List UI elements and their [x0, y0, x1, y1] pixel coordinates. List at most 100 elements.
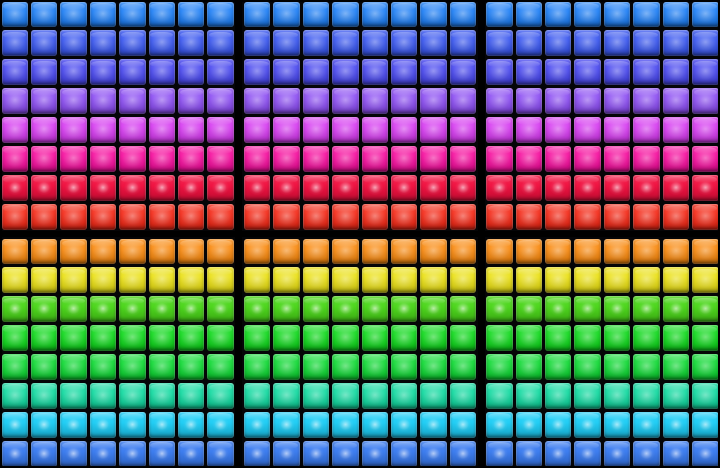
led-pad[interactable]	[332, 354, 359, 380]
led-pad[interactable]	[692, 440, 719, 467]
led-pad[interactable]	[207, 382, 234, 409]
led-pad[interactable]	[574, 382, 601, 409]
led-pad[interactable]	[273, 440, 300, 467]
led-pad[interactable]	[486, 1, 513, 28]
led-pad[interactable]	[390, 267, 418, 294]
led-pad[interactable]	[390, 325, 418, 351]
led-pad[interactable]	[633, 88, 660, 114]
led-pad[interactable]	[30, 354, 58, 380]
led-pad[interactable]	[243, 88, 271, 114]
led-pad[interactable]	[243, 267, 271, 294]
led-pad[interactable]	[119, 354, 146, 380]
led-pad[interactable]	[662, 411, 690, 438]
led-pad[interactable]	[89, 354, 117, 380]
led-pad[interactable]	[574, 59, 601, 86]
led-pad[interactable]	[449, 382, 477, 409]
led-pad[interactable]	[633, 238, 660, 265]
led-pad[interactable]	[332, 411, 359, 438]
led-pad[interactable]	[390, 30, 418, 57]
led-pad[interactable]	[633, 325, 660, 351]
led-pad[interactable]	[420, 354, 447, 380]
led-pad[interactable]	[30, 267, 58, 294]
led-pad[interactable]	[361, 88, 388, 114]
led-pad[interactable]	[89, 238, 117, 265]
led-pad[interactable]	[273, 382, 300, 409]
led-pad[interactable]	[119, 59, 146, 86]
led-pad[interactable]	[207, 325, 234, 351]
led-pad[interactable]	[89, 296, 117, 323]
led-pad[interactable]	[119, 203, 146, 230]
led-pad[interactable]	[486, 203, 513, 230]
led-pad[interactable]	[119, 238, 146, 265]
led-pad[interactable]	[178, 354, 205, 380]
led-pad[interactable]	[243, 325, 271, 351]
led-pad[interactable]	[545, 325, 572, 351]
led-pad[interactable]	[574, 267, 601, 294]
led-pad[interactable]	[515, 174, 542, 201]
led-pad[interactable]	[243, 117, 271, 143]
led-pad[interactable]	[207, 1, 234, 28]
led-pad[interactable]	[119, 145, 146, 172]
led-pad[interactable]	[603, 382, 631, 409]
led-pad[interactable]	[545, 30, 572, 57]
led-pad[interactable]	[30, 238, 58, 265]
led-pad[interactable]	[361, 411, 388, 438]
led-pad[interactable]	[30, 59, 58, 86]
led-pad[interactable]	[515, 267, 542, 294]
led-pad[interactable]	[545, 145, 572, 172]
led-pad[interactable]	[633, 59, 660, 86]
led-pad[interactable]	[545, 440, 572, 467]
led-pad[interactable]	[60, 59, 87, 86]
led-pad[interactable]	[390, 354, 418, 380]
led-pad[interactable]	[89, 1, 117, 28]
led-pad[interactable]	[30, 174, 58, 201]
led-pad[interactable]	[390, 203, 418, 230]
led-pad[interactable]	[207, 238, 234, 265]
led-pad[interactable]	[1, 238, 28, 265]
led-pad[interactable]	[60, 440, 87, 467]
led-pad[interactable]	[89, 59, 117, 86]
led-pad[interactable]	[545, 382, 572, 409]
led-pad[interactable]	[332, 145, 359, 172]
led-pad[interactable]	[603, 354, 631, 380]
led-pad[interactable]	[692, 325, 719, 351]
led-pad[interactable]	[243, 59, 271, 86]
led-pad[interactable]	[89, 145, 117, 172]
led-pad[interactable]	[302, 1, 330, 28]
led-pad[interactable]	[207, 59, 234, 86]
led-pad[interactable]	[148, 267, 176, 294]
led-pad[interactable]	[207, 354, 234, 380]
led-pad[interactable]	[89, 30, 117, 57]
led-pad[interactable]	[332, 59, 359, 86]
led-pad[interactable]	[515, 296, 542, 323]
led-pad[interactable]	[574, 174, 601, 201]
led-pad[interactable]	[361, 440, 388, 467]
led-pad[interactable]	[30, 117, 58, 143]
led-pad[interactable]	[633, 203, 660, 230]
led-pad[interactable]	[119, 382, 146, 409]
led-pad[interactable]	[486, 354, 513, 380]
led-pad[interactable]	[390, 88, 418, 114]
led-pad[interactable]	[390, 238, 418, 265]
led-pad[interactable]	[515, 325, 542, 351]
led-pad[interactable]	[243, 238, 271, 265]
led-pad[interactable]	[243, 354, 271, 380]
led-pad[interactable]	[178, 117, 205, 143]
led-pad[interactable]	[60, 145, 87, 172]
led-pad[interactable]	[332, 440, 359, 467]
led-pad[interactable]	[119, 411, 146, 438]
led-pad[interactable]	[1, 88, 28, 114]
led-pad[interactable]	[515, 382, 542, 409]
led-pad[interactable]	[207, 296, 234, 323]
led-pad[interactable]	[148, 440, 176, 467]
led-pad[interactable]	[332, 296, 359, 323]
led-pad[interactable]	[390, 382, 418, 409]
led-pad[interactable]	[545, 267, 572, 294]
led-pad[interactable]	[302, 145, 330, 172]
led-pad[interactable]	[302, 382, 330, 409]
led-pad[interactable]	[273, 145, 300, 172]
led-pad[interactable]	[1, 30, 28, 57]
led-pad[interactable]	[515, 1, 542, 28]
led-pad[interactable]	[420, 174, 447, 201]
led-pad[interactable]	[574, 296, 601, 323]
